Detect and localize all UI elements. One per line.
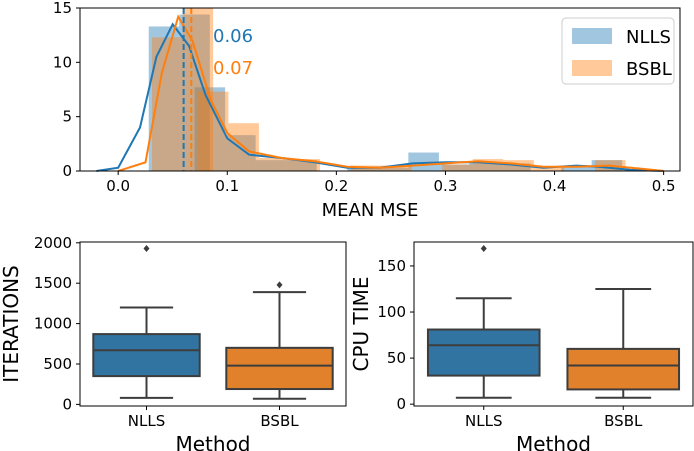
x-tick-label: 0.5 bbox=[652, 177, 676, 195]
x-tick-label: BSBL bbox=[260, 412, 299, 430]
legend-swatch-nlls bbox=[572, 28, 612, 44]
x-tick-label: 0.2 bbox=[324, 177, 348, 195]
histogram-bar-nlls bbox=[148, 26, 180, 172]
y-tick-label: 5 bbox=[62, 108, 72, 126]
x-tick-label: 0.1 bbox=[215, 177, 239, 195]
y-tick-label: 0 bbox=[62, 395, 72, 413]
outlier-nlls bbox=[143, 244, 150, 252]
boxplot-axes-frame bbox=[413, 241, 694, 407]
histogram-bar-nlls bbox=[194, 87, 226, 171]
legend-label-bsbl: BSBL bbox=[626, 59, 672, 80]
legend-swatch-bsbl bbox=[572, 60, 612, 76]
histogram-bar-bsbl bbox=[258, 157, 290, 171]
legend-box bbox=[561, 17, 675, 85]
legend: NLLS BSBL bbox=[561, 17, 675, 85]
histogram-bar-nlls bbox=[408, 152, 439, 171]
y-tick-label: 150 bbox=[377, 257, 406, 275]
x-tick-label: NLLS bbox=[128, 412, 165, 430]
y-tick-label: 100 bbox=[377, 303, 406, 321]
outlier-nlls bbox=[480, 244, 487, 252]
histogram-bar-nlls bbox=[500, 163, 531, 171]
x-axis-title: MEAN MSE bbox=[322, 200, 419, 221]
box-nlls bbox=[92, 333, 201, 378]
y-tick-label: 50 bbox=[387, 349, 406, 367]
y-tick-label: 10 bbox=[53, 53, 72, 71]
y-tick-label: 1000 bbox=[34, 315, 72, 333]
y-axis-title: ITERATIONS bbox=[0, 265, 23, 382]
y-tick-label: 0 bbox=[62, 162, 72, 180]
histogram-bar-nlls bbox=[469, 162, 500, 171]
histogram-bar-nlls bbox=[286, 160, 317, 171]
y-tick-label: 1500 bbox=[34, 274, 72, 292]
outlier-bsbl bbox=[276, 281, 283, 289]
histogram-panel: 0.06 0.07 0.0 0.1 0.2 0.3 0.4 0.5 0 5 10 15 MEAN MSE… bbox=[53, 0, 681, 221]
x-tick-label: NLLS bbox=[465, 412, 502, 430]
iterations-boxplot-panel: NLLS BSBL 0 500 1000 1500 2000 Method ITERATIONS bbox=[0, 234, 347, 451]
histogram-bar-bsbl bbox=[442, 164, 473, 171]
y-tick-label: 500 bbox=[43, 355, 72, 373]
legend-label-nlls: NLLS bbox=[626, 27, 671, 48]
x-axis-title: Method bbox=[175, 432, 250, 451]
x-tick-label: 0.3 bbox=[434, 177, 458, 195]
histogram-bar-bsbl bbox=[533, 167, 565, 171]
mean-label-bsbl: 0.07 bbox=[213, 58, 253, 79]
histogram-bar-nlls bbox=[561, 166, 592, 171]
box-bsbl bbox=[566, 347, 681, 391]
histogram-axes-frame bbox=[79, 7, 681, 172]
histogram-bar-nlls bbox=[347, 166, 378, 171]
histogram-bar-bsbl bbox=[381, 165, 412, 171]
y-tick-label: 15 bbox=[53, 0, 72, 17]
y-axis-title: CPU TIME bbox=[349, 276, 373, 371]
histogram-bar-nlls bbox=[377, 167, 409, 171]
y-tick-label: 0 bbox=[396, 395, 406, 413]
histogram-bar-nlls bbox=[255, 160, 287, 171]
histogram-bar-bsbl bbox=[289, 159, 320, 171]
cpu-time-boxplot-panel: NLLS BSBL 0 50 100 150 Method CPU TIME bbox=[349, 241, 694, 451]
box-nlls bbox=[426, 328, 541, 377]
x-tick-label: 0.0 bbox=[106, 177, 130, 195]
histogram-bar-nlls bbox=[438, 164, 470, 171]
mean-label-nlls: 0.06 bbox=[213, 26, 253, 47]
x-axis-title: Method bbox=[516, 432, 591, 451]
y-tick-label: 2000 bbox=[34, 234, 72, 252]
box-bsbl bbox=[225, 346, 334, 391]
kde-line-bsbl bbox=[117, 14, 664, 172]
x-tick-label: BSBL bbox=[604, 412, 643, 430]
x-tick-label: 0.4 bbox=[543, 177, 567, 195]
histogram-bar-bsbl bbox=[472, 159, 504, 171]
